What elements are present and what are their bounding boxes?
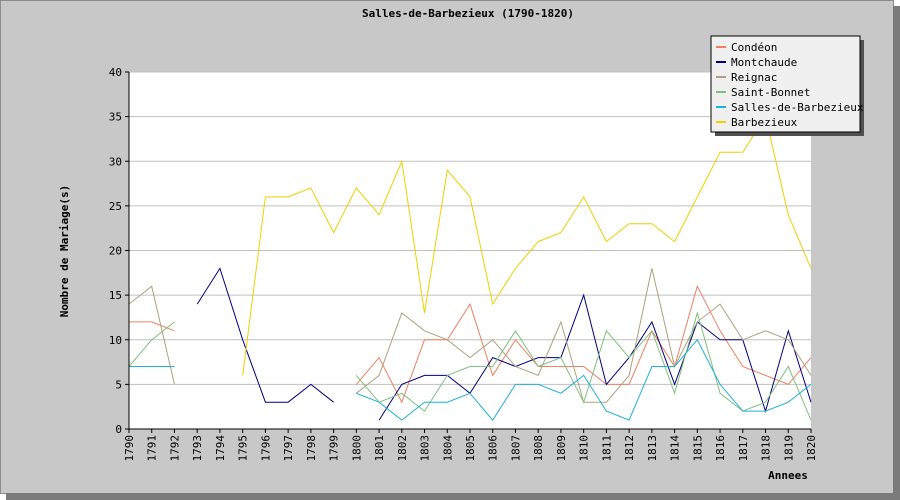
- y-tick-label: 25: [109, 200, 122, 213]
- legend-items: Condéon Montchaude Reignac Saint-Bonnet Sall…: [716, 41, 864, 129]
- legend-label: Condéon: [731, 41, 777, 54]
- legend-label: Reignac: [731, 71, 777, 84]
- y-axis-title: Nombre de Mariage(s): [58, 185, 71, 317]
- y-tick-label: 40: [109, 66, 122, 79]
- x-tick-label: 1807: [509, 435, 522, 462]
- series-line-reignac: [128, 285, 175, 385]
- y-tick-label: 5: [115, 378, 122, 391]
- y-tick-label: 15: [109, 289, 122, 302]
- x-tick-label: 1799: [328, 435, 341, 462]
- x-tick-label: 1816: [714, 435, 727, 462]
- legend-box: [710, 35, 861, 133]
- x-tick-label: 1804: [441, 435, 454, 462]
- legend: Condéon Montchaude Reignac Saint-Bonnet Sall…: [710, 35, 864, 136]
- y-tick-label: 0: [115, 423, 122, 436]
- series-line-salles-de-barbezieux: [356, 338, 812, 421]
- x-tick-label: 1797: [282, 435, 295, 462]
- x-tick-label: 1792: [168, 435, 181, 462]
- series-line-barbezieux: [242, 115, 812, 376]
- legend-label: Montchaude: [731, 56, 797, 69]
- x-tick-label: 1802: [396, 435, 409, 462]
- chart-title: Salles-de-Barbezieux (1790-1820): [362, 7, 574, 20]
- x-tick-label: 1796: [259, 435, 272, 462]
- legend-label: Barbezieux: [731, 116, 798, 129]
- y-tick-label: 10: [109, 334, 122, 347]
- x-tick-label: 1795: [237, 435, 250, 462]
- x-tick-label: 1808: [532, 435, 545, 462]
- x-tick-label: 1815: [691, 435, 704, 462]
- frame-shadow-bottom: [6, 493, 900, 500]
- x-tick-label: 1810: [578, 435, 591, 462]
- x-tick-label: 1791: [146, 435, 159, 462]
- x-tick-label: 1806: [487, 435, 500, 462]
- y-tick-label: 35: [109, 111, 122, 124]
- x-tick-label: 1819: [782, 435, 795, 462]
- y-tick-label: 20: [109, 245, 122, 258]
- x-tick-label: 1793: [191, 435, 204, 462]
- y-tick-label: 30: [109, 155, 122, 168]
- x-tick-label: 1813: [646, 435, 659, 462]
- series-line-condeon: [355, 284, 812, 404]
- x-tick-label: 1814: [669, 435, 682, 462]
- frame-shadow-right: [893, 6, 900, 500]
- legend-label: Salles-de-Barbezieux: [731, 101, 864, 114]
- x-tick-labels: 1790 1791 1792 1793 1794 1795 1796 1797 1798 1799…: [123, 429, 818, 462]
- y-tick-labels: 0 5 10 15 20 25 30 35 40: [109, 66, 129, 436]
- x-tick-label: 1811: [600, 435, 613, 462]
- x-tick-label: 1794: [214, 435, 227, 462]
- series-line-montchaude: [196, 267, 334, 403]
- x-tick-label: 1812: [623, 435, 636, 462]
- x-tick-label: 1798: [305, 435, 318, 462]
- x-tick-label: 1801: [373, 435, 386, 462]
- x-tick-label: 1820: [805, 435, 818, 462]
- x-axis-title: Annees: [768, 469, 808, 482]
- x-tick-label: 1817: [737, 435, 750, 462]
- series-line-saint-bonnet: [128, 321, 175, 367]
- x-tick-label: 1800: [350, 435, 363, 462]
- legend-label: Saint-Bonnet: [731, 86, 810, 99]
- x-tick-label: 1818: [760, 435, 773, 462]
- series-lines: [128, 115, 812, 421]
- x-tick-label: 1790: [123, 435, 136, 462]
- series-line-montchaude: [378, 293, 812, 421]
- series-line-saint-bonnet: [355, 311, 812, 421]
- x-tick-label: 1805: [464, 435, 477, 462]
- x-tick-label: 1803: [419, 435, 432, 462]
- x-tick-label: 1809: [555, 435, 568, 462]
